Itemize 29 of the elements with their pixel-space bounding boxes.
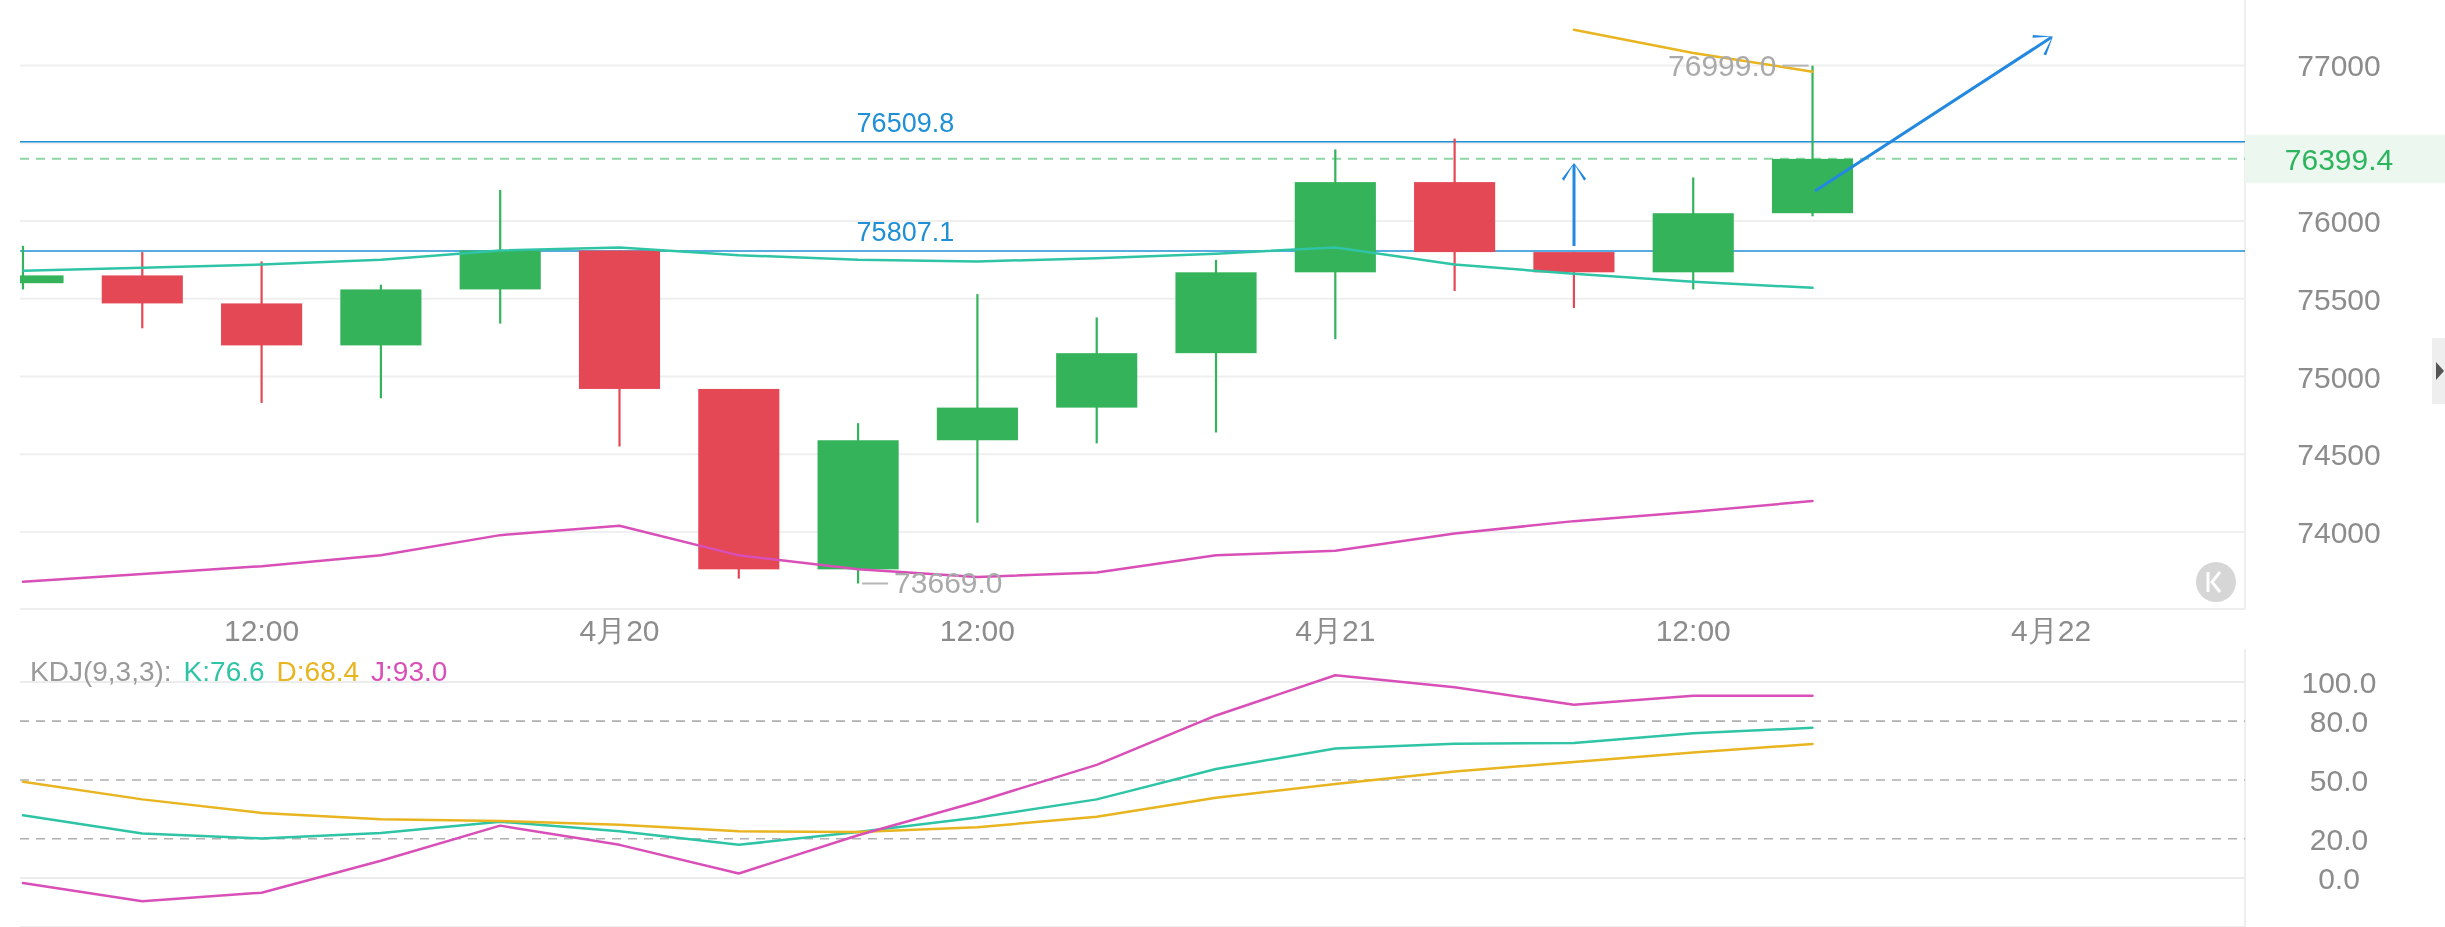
line-series (21, 742, 1814, 834)
x-tick-label: 4月20 (579, 614, 660, 647)
x-tick-label: 12:00 (224, 614, 300, 647)
y-tick-label: 77000 (2297, 49, 2381, 83)
x-tick-label: 4月22 (2011, 614, 2092, 647)
y-tick-label: 50.0 (2309, 763, 2369, 797)
ref-line-label: 76509.8 (856, 107, 955, 138)
ref-line-label: 76399.4 (2284, 142, 2394, 176)
annotation: 73669.0 (894, 566, 1003, 600)
y-tick-label: 0.0 (2318, 861, 2360, 895)
x-tick-label: 4月21 (1295, 614, 1376, 647)
y-tick-label: 100.0 (2301, 665, 2377, 699)
annotation: 76999.0 (1668, 48, 1777, 82)
ref-line-label: 75807.1 (856, 216, 955, 247)
text: K:76.6 (183, 656, 265, 687)
y-tick-label: 20.0 (2309, 822, 2369, 856)
x-tick-label: 12:00 (939, 614, 1015, 647)
y-tick-label: 76000 (2297, 204, 2381, 238)
y-tick-label: 75500 (2297, 282, 2381, 316)
line-series (21, 726, 1814, 847)
y-tick-label: 80.0 (2309, 705, 2369, 739)
y-tick-label: 74000 (2297, 516, 2381, 550)
y-tick-label: 75000 (2297, 360, 2381, 394)
y-tick-label: 74500 (2297, 438, 2381, 472)
text: D:68.4 (276, 656, 360, 687)
line-series (21, 246, 1814, 290)
chart-title: KDJ(9,3,3): (30, 656, 172, 687)
text: J:93.0 (371, 656, 448, 687)
x-tick-label: 12:00 (1655, 614, 1731, 647)
